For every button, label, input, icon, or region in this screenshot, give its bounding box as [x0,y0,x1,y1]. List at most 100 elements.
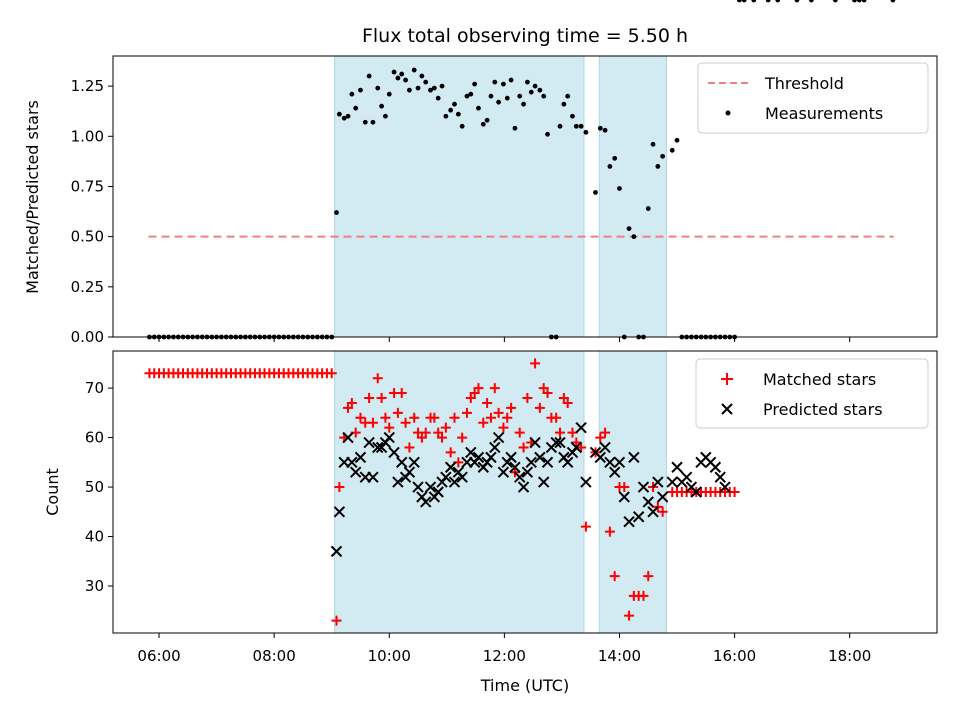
predicted-star-point-25 [432,486,444,498]
measurement-point-79 [496,99,502,105]
matched-star-point-43 [346,397,357,408]
top-y-axis: 0.00 0.25 0.50 0.75 1.00 1.25 [71,77,113,346]
predicted-star-point-33 [465,446,477,459]
measurement-point-88 [532,83,538,89]
measurement-point-131 [741,0,747,3]
predicted-star-point-78 [671,461,683,473]
measurement-point-133 [765,0,771,3]
measurement-point-95 [561,101,567,107]
measurement-point-100 [583,129,589,135]
matched-star-point-80 [498,422,509,433]
matched-star-point-99 [576,442,587,453]
matched-star-point-66 [440,422,451,433]
matched-star-point-68 [449,412,460,423]
matched-star-point-91 [542,388,553,399]
measurement-point-82 [508,77,514,83]
predicted-star-point-69 [623,515,635,528]
measurement-point-139 [856,0,862,3]
predicted-star-point-1 [333,506,346,518]
predicted-star-point-47 [521,466,534,478]
measurement-point-67 [448,107,454,113]
measurement-point-58 [411,67,417,73]
predicted-star-point-43 [505,451,517,464]
matched-star-point-115 [657,506,668,517]
matched-star-point-79 [493,407,504,418]
measurement-point-114 [655,163,661,169]
measurement-point-132 [751,0,757,3]
x-tick-label-2: 10:00 [368,647,411,665]
matched-star-point-75 [478,417,489,428]
legend-matched-label: Matched stars [763,370,876,389]
measurement-point-130 [736,0,742,3]
measurement-point-54 [395,75,401,81]
matched-star-point-81 [502,412,513,423]
predicted-star-point-55 [554,436,566,449]
measurement-point-50 [379,103,384,109]
matched-star-point-74 [473,383,484,394]
matched-star-point-57 [404,442,415,453]
x-axis-label: Time (UTC) [480,676,569,695]
measurement-point-140 [861,0,867,3]
measurement-point-65 [439,83,445,89]
matched-star-point-61 [420,427,431,438]
measurement-point-43 [349,91,355,97]
matched-star-point-52 [384,422,395,433]
bottom-x-axis: 06:00 08:00 10:00 12:00 14:00 16:00 18:00 [137,633,871,665]
measurement-point-73 [472,81,478,87]
y-tick-label-0-1: 0.25 [71,278,104,296]
x-tick-label-4: 14:00 [598,647,641,665]
legend-matched-swatch [721,373,733,385]
y-tick-label-1-3: 60 [85,429,104,447]
predicted-star-point-4 [346,456,358,469]
measurement-point-75 [480,121,486,127]
y-tick-label-0-3: 0.75 [71,177,104,195]
measurement-point-52 [386,91,392,97]
matched-star-point-51 [380,412,391,423]
y-tick-label-0-2: 0.50 [71,228,104,246]
measurement-point-85 [521,101,526,107]
legend-threshold-label: Threshold [764,74,844,93]
chart-title: Flux total observing time = 5.50 h [362,25,688,47]
matched-star-point-108 [624,610,635,621]
predicted-star-point-28 [444,461,457,473]
predicted-star-point-0 [330,545,343,558]
measurement-point-98 [573,123,579,129]
matched-star-point-111 [638,590,649,601]
matched-star-point-65 [437,432,448,443]
predicted-star-point-18 [403,466,416,478]
measurement-point-66 [443,113,449,119]
measurement-point-106 [617,186,622,191]
measurement-point-89 [537,87,543,93]
predicted-star-point-14 [388,446,400,459]
predicted-star-point-50 [534,451,546,464]
matched-star-point-100 [580,521,591,532]
matched-stars-points [144,358,740,626]
matched-star-point-58 [409,412,420,423]
measurement-point-69 [455,111,461,117]
top-legend-box [697,62,929,134]
predicted-star-point-60 [575,421,587,434]
legend-measurements-swatch [725,110,731,116]
measurement-point-49 [375,85,381,91]
bottom-legend: Matched stars Predicted stars [695,358,929,429]
predicted-star-point-35 [472,451,485,464]
bottom-y-axis-label: Count [43,468,62,516]
measurement-point-97 [570,113,575,119]
measurement-point-78 [492,79,498,85]
measurement-point-45 [358,87,363,93]
y-tick-label-1-2: 50 [85,478,104,496]
predicted-star-point-61 [580,476,592,488]
matched-star-point-88 [530,358,541,369]
measurement-point-61 [423,79,429,85]
legend-measurements-label: Measurements [765,104,883,123]
measurement-point-80 [501,81,506,87]
predicted-star-point-73 [642,496,654,508]
predicted-star-point-27 [440,471,452,483]
predicted-star-point-77 [666,476,678,488]
measurement-point-77 [488,93,494,99]
measurement-point-102 [597,125,603,131]
matched-star-point-77 [485,412,496,423]
top-plot-frame [112,55,938,338]
predicted-star-point-19 [408,456,420,469]
predicted-star-point-29 [448,476,461,488]
